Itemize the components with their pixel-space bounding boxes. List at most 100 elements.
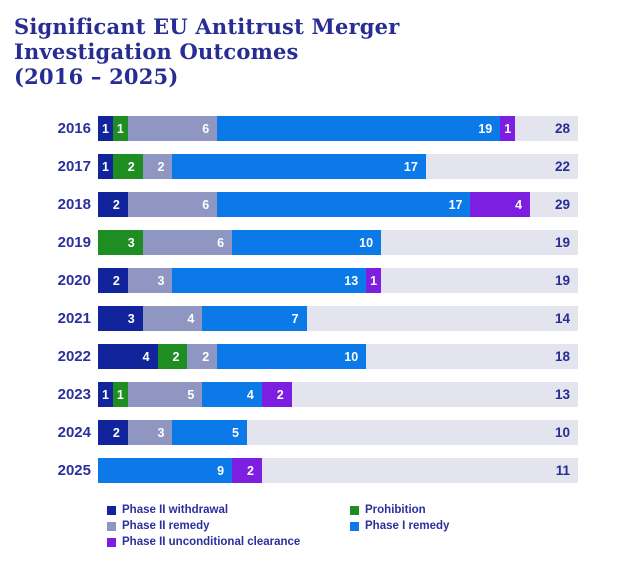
bar-segment: 2 — [187, 344, 218, 369]
bar-track: 2 6 17 4 29 — [98, 192, 578, 217]
bar-track: 1 1 5 4 2 13 — [98, 382, 578, 407]
bar-segment: 10 — [232, 230, 382, 255]
segment-value-label: 17 — [403, 159, 418, 174]
segment-value-label: 4 — [187, 311, 195, 326]
segment-value-label: 3 — [127, 235, 135, 250]
segment-value-label: 2 — [202, 349, 210, 364]
legend-column: Phase II withdrawal Phase II remedy Phase … — [107, 502, 350, 550]
bar-track: 2 3 5 10 — [98, 420, 578, 445]
bar-track: 3 4 7 14 — [98, 306, 578, 331]
legend-label: Prohibition — [365, 504, 426, 516]
bar-track: 1 1 6 19 1 28 — [98, 116, 578, 141]
bar-segment: 13 — [172, 268, 367, 293]
chart-row-2022: 2022 4 2 2 10 18 — [14, 344, 625, 369]
bar-segment: 2 — [157, 344, 188, 369]
bar-segment: 17 — [172, 154, 426, 179]
chart-row-2023: 2023 1 1 5 4 2 13 — [14, 382, 625, 407]
bar-segment: 4 — [142, 306, 203, 331]
segment-value-label: 19 — [478, 121, 493, 136]
total-label: 28 — [554, 121, 570, 136]
total-label: 29 — [554, 197, 570, 212]
bar-segment: 17 — [217, 192, 471, 217]
year-label: 2017 — [57, 158, 91, 175]
legend-label: Phase II remedy — [122, 520, 210, 532]
bar-segment: 6 — [127, 116, 218, 141]
segment-value-label: 9 — [217, 463, 225, 478]
bar-segment: 3 — [98, 306, 143, 331]
bar-track: 3 6 10 19 — [98, 230, 578, 255]
segment-value-label: 2 — [127, 159, 135, 174]
legend-swatch-icon — [350, 521, 359, 531]
legend-swatch-icon — [107, 521, 116, 531]
segment-value-label: 10 — [344, 349, 359, 364]
chart-title-line-1: Significant EU Antitrust Merger — [14, 14, 400, 39]
legend-item: Phase II unconditional clearance — [107, 534, 350, 550]
bar-segment: 19 — [217, 116, 501, 141]
bar-track: 1 2 2 17 22 — [98, 154, 578, 179]
total-label: 18 — [554, 349, 570, 364]
year-label: 2023 — [57, 386, 91, 403]
segment-value-label: 5 — [187, 387, 195, 402]
segment-value-label: 2 — [112, 197, 120, 212]
segment-value-label: 6 — [202, 121, 210, 136]
total-label: 19 — [554, 273, 570, 288]
bar-segment: 2 — [261, 382, 292, 407]
segment-value-label: 3 — [157, 425, 165, 440]
bar-segment: 1 — [112, 116, 128, 141]
segment-value-label: 1 — [101, 159, 109, 174]
legend-column: Prohibition Phase I remedy — [350, 502, 449, 550]
total-label: 14 — [554, 311, 570, 326]
total-label: 13 — [554, 387, 570, 402]
bar-segment: 2 — [112, 154, 143, 179]
bar-segment: 1 — [366, 268, 382, 293]
bar-segment: 3 — [98, 230, 143, 255]
year-label: 2020 — [57, 272, 91, 289]
segment-value-label: 1 — [370, 273, 378, 288]
segment-value-label: 4 — [142, 349, 150, 364]
bar-segment: 2 — [142, 154, 173, 179]
bar-segment: 3 — [127, 268, 173, 293]
chart-row-2020: 2020 2 3 13 1 19 — [14, 268, 625, 293]
bar-track: 4 2 2 10 18 — [98, 344, 578, 369]
chart-row-2021: 2021 3 4 7 14 — [14, 306, 625, 331]
segment-value-label: 2 — [112, 425, 120, 440]
chart-title-line-2: Investigation Outcomes — [14, 39, 299, 64]
chart-row-2017: 2017 1 2 2 17 22 — [14, 154, 625, 179]
bar-segment: 4 — [98, 344, 158, 369]
year-label: 2018 — [57, 196, 91, 213]
total-label: 19 — [554, 235, 570, 250]
segment-value-label: 1 — [504, 121, 512, 136]
segment-value-label: 6 — [202, 197, 210, 212]
segment-value-label: 3 — [127, 311, 135, 326]
bar-segment: 6 — [127, 192, 218, 217]
year-label: 2022 — [57, 348, 91, 365]
bar-segment: 2 — [98, 420, 128, 445]
bar-segment: 4 — [470, 192, 531, 217]
segment-value-label: 4 — [515, 197, 523, 212]
bar-segment: 5 — [127, 382, 203, 407]
chart-title-line-3: (2016 – 2025) — [14, 64, 179, 89]
segment-value-label: 1 — [101, 121, 109, 136]
segment-value-label: 1 — [116, 121, 124, 136]
bar-segment: 2 — [98, 268, 128, 293]
bar-segment: 1 — [98, 382, 113, 407]
year-label: 2025 — [57, 462, 91, 479]
bar-track: 9 2 11 — [98, 458, 578, 483]
legend-label: Phase II unconditional clearance — [122, 536, 301, 548]
year-label: 2024 — [57, 424, 91, 441]
chart-legend: Phase II withdrawal Phase II remedy Phase … — [107, 502, 625, 550]
legend-swatch-icon — [350, 505, 359, 515]
total-label: 22 — [554, 159, 570, 174]
legend-swatch-icon — [107, 537, 116, 547]
legend-label: Phase I remedy — [365, 520, 450, 532]
bar-segment: 2 — [98, 192, 128, 217]
bar-segment: 4 — [202, 382, 262, 407]
segment-value-label: 10 — [359, 235, 374, 250]
chart-row-2016: 2016 1 1 6 19 1 28 — [14, 116, 625, 141]
segment-value-label: 2 — [276, 387, 284, 402]
segment-value-label: 6 — [217, 235, 225, 250]
bar-segment: 1 — [98, 116, 113, 141]
chart-title: Significant EU Antitrust Merger Investig… — [14, 14, 625, 89]
legend-item: Phase II withdrawal — [107, 502, 350, 518]
